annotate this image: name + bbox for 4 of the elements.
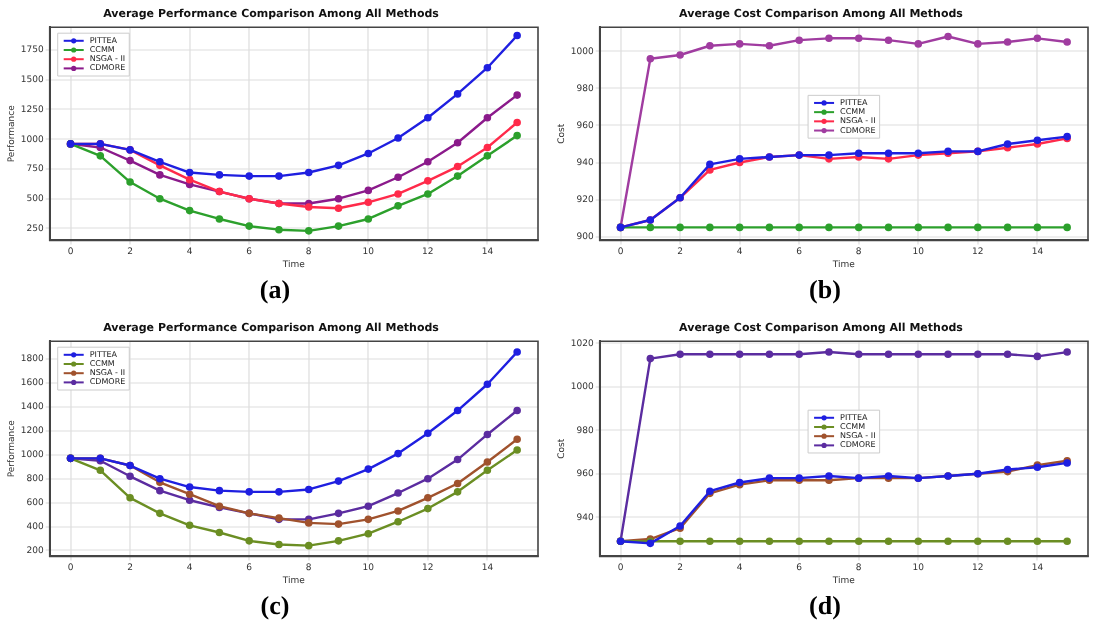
text: (d) bbox=[807, 588, 843, 624]
text: (a) bbox=[257, 272, 293, 308]
text: (c) bbox=[258, 588, 292, 624]
text: (b) bbox=[807, 272, 843, 308]
